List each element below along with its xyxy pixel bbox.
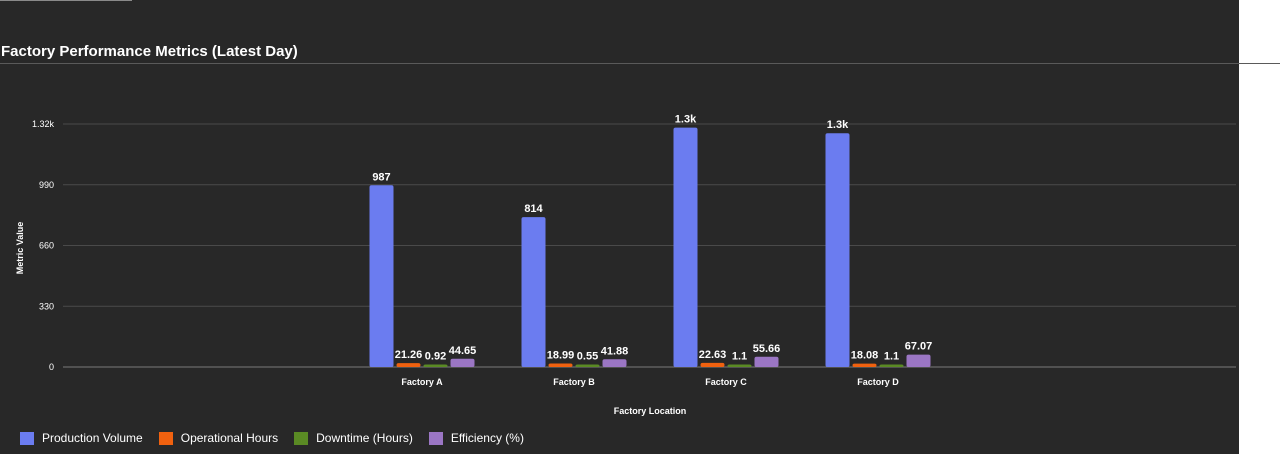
bar[interactable]: [423, 364, 448, 368]
data-label: 18.99: [547, 350, 575, 362]
x-tick-label: Factory C: [705, 377, 747, 387]
bar[interactable]: [575, 364, 600, 368]
y-tick-label: 0: [49, 362, 54, 372]
bar[interactable]: [369, 185, 394, 367]
data-label: 18.08: [851, 350, 879, 362]
chart-title: Factory Performance Metrics (Latest Day): [1, 43, 298, 60]
data-label: 1.3k: [827, 119, 849, 131]
legend-label: Operational Hours: [180, 431, 279, 445]
y-tick-label: 990: [39, 180, 54, 190]
bar[interactable]: [396, 363, 421, 367]
legend-swatch: [20, 431, 34, 445]
bar[interactable]: [906, 354, 931, 367]
legend-label: Production Volume: [42, 431, 143, 445]
data-label: 0.92: [425, 351, 446, 363]
bar[interactable]: [673, 127, 698, 367]
y-tick-label: 660: [39, 241, 54, 251]
bar[interactable]: [521, 217, 546, 367]
legend-swatch: [158, 431, 173, 445]
data-label: 1.1: [732, 351, 747, 363]
x-axis-label: Factory Location: [614, 406, 687, 416]
data-label: 41.88: [601, 345, 629, 357]
bar[interactable]: [727, 364, 752, 368]
data-label: 21.26: [395, 349, 423, 361]
legend-label: Downtime (Hours): [316, 431, 413, 445]
bar[interactable]: [754, 356, 779, 367]
y-tick-label: 1.32k: [32, 119, 55, 129]
data-label: 814: [524, 203, 543, 215]
bar[interactable]: [700, 362, 725, 367]
legend-item[interactable]: Operational Hours: [158, 431, 279, 445]
legend-swatch: [294, 431, 309, 445]
data-label: 44.65: [449, 345, 477, 357]
title-divider: [0, 63, 1280, 64]
y-tick-label: 330: [39, 301, 54, 311]
bar[interactable]: [852, 363, 877, 367]
bar[interactable]: [879, 364, 904, 368]
data-label: 0.55: [577, 351, 598, 363]
data-label: 55.66: [753, 343, 781, 355]
legend-item[interactable]: Downtime (Hours): [294, 431, 413, 445]
chart-legend: Production Volume Operational Hours Downti…: [20, 430, 540, 446]
bar[interactable]: [602, 359, 627, 367]
data-label: 22.63: [699, 349, 727, 361]
data-label: 67.07: [905, 341, 933, 353]
data-label: 1.1: [884, 351, 899, 363]
bar-chart: 0 330 660 990 1.32k Metric Value Factory Locat…: [15, 114, 1236, 416]
tab-indicator: [0, 0, 132, 1]
y-axis-label: Metric Value: [15, 222, 25, 275]
bar[interactable]: [825, 133, 850, 367]
legend-item[interactable]: Production Volume: [20, 431, 143, 445]
x-tick-label: Factory D: [857, 377, 899, 387]
bar[interactable]: [450, 358, 475, 367]
data-label: 1.3k: [675, 114, 697, 126]
legend-item[interactable]: Efficiency (%): [428, 431, 524, 445]
legend-swatch: [428, 431, 443, 445]
x-tick-label: Factory B: [553, 377, 595, 387]
chart-panel: Factory Performance Metrics (Latest Day): [0, 0, 1239, 454]
bar[interactable]: [548, 363, 573, 367]
data-label: 987: [372, 171, 390, 183]
legend-label: Efficiency (%): [450, 431, 524, 445]
x-tick-label: Factory A: [401, 377, 443, 387]
